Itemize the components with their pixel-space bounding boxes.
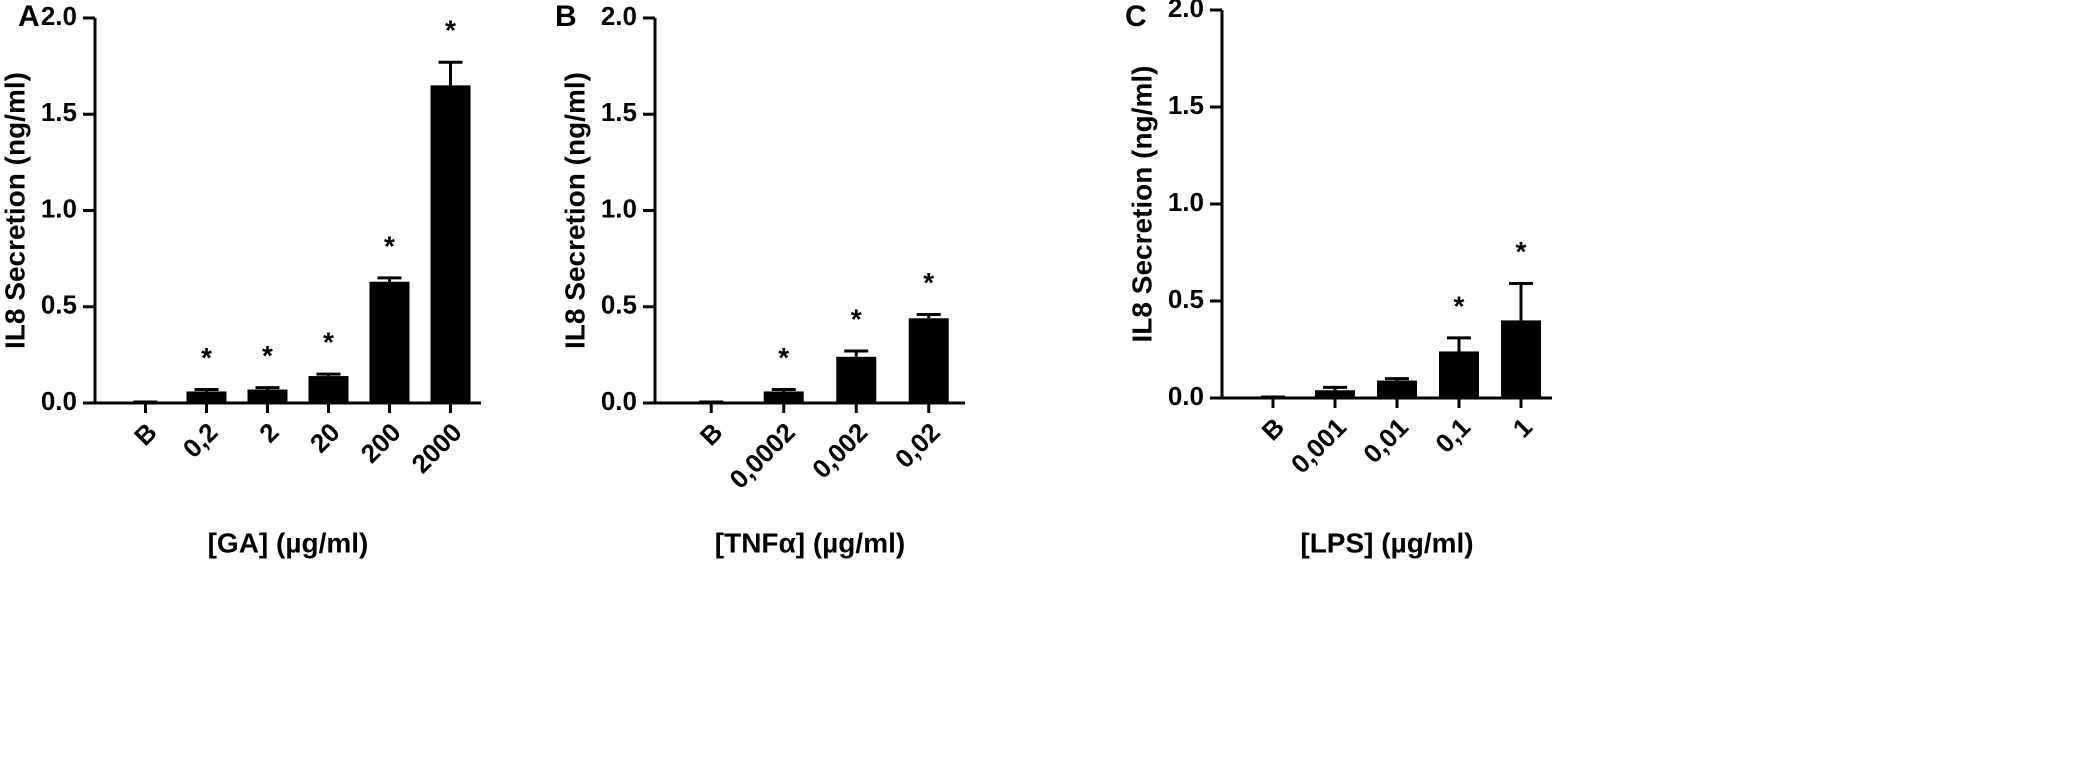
bar xyxy=(369,281,410,403)
panel-label: C xyxy=(1125,0,1147,33)
error-bar xyxy=(438,60,463,86)
bar xyxy=(1315,390,1355,398)
x-axis-title: [TNFα] (µg/ml) xyxy=(715,527,905,558)
x-tick-label: 2 xyxy=(253,417,284,448)
error-bar xyxy=(377,276,402,282)
bar xyxy=(908,318,949,403)
x-tick-label: 0,2 xyxy=(177,417,224,464)
significance-mark: * xyxy=(445,15,456,46)
x-tick-label: B xyxy=(694,417,728,451)
bar xyxy=(1377,380,1417,398)
y-tick-label: 0.0 xyxy=(41,386,77,416)
significance-mark: * xyxy=(384,230,395,261)
error-bar xyxy=(1385,377,1409,381)
significance-mark: * xyxy=(851,303,862,334)
y-tick-label: 0.5 xyxy=(601,290,637,320)
y-tick-label: 0.5 xyxy=(1168,284,1204,314)
x-tick-label: 20 xyxy=(304,417,346,459)
y-tick-label: 0.0 xyxy=(1168,381,1204,411)
y-axis-title: IL8 Secretion (ng/ml) xyxy=(1126,66,1157,343)
y-tick-label: 1.0 xyxy=(41,193,77,223)
bar xyxy=(1439,351,1479,398)
significance-mark: * xyxy=(1454,290,1465,321)
error-bar xyxy=(771,388,796,392)
error-bar xyxy=(916,312,941,319)
error-bar xyxy=(194,388,219,392)
x-tick-label: 2000 xyxy=(405,417,467,479)
x-axis-title: [GA] (µg/ml) xyxy=(208,527,369,558)
y-tick-label: 1.5 xyxy=(601,97,637,127)
x-tick-label: 0,02 xyxy=(889,417,946,474)
y-tick-label: 1.0 xyxy=(601,193,637,223)
x-tick-label: 0,002 xyxy=(806,417,873,484)
y-tick-label: 2.0 xyxy=(1168,0,1204,23)
x-tick-label: 0,0002 xyxy=(723,417,800,494)
x-tick-label: 200 xyxy=(355,417,407,469)
x-tick-label: 0,001 xyxy=(1285,412,1352,479)
error-bar xyxy=(844,349,869,357)
y-tick-label: 1.5 xyxy=(41,97,77,127)
y-axis-title: IL8 Secretion (ng/ml) xyxy=(0,72,30,349)
bar xyxy=(430,85,471,403)
significance-mark: * xyxy=(262,340,273,371)
error-bar xyxy=(316,372,341,377)
significance-mark: * xyxy=(1516,236,1527,267)
panel-label: B xyxy=(555,0,577,33)
bar xyxy=(1501,320,1541,398)
error-bar xyxy=(255,386,280,390)
y-axis-title: IL8 Secretion (ng/ml) xyxy=(559,72,590,349)
significance-mark: * xyxy=(923,267,934,298)
y-tick-label: 2.0 xyxy=(41,1,77,31)
bar xyxy=(247,389,288,403)
x-tick-label: 1 xyxy=(1507,412,1538,443)
y-tick-label: 1.5 xyxy=(1168,90,1204,120)
y-tick-label: 0.0 xyxy=(601,386,637,416)
x-tick-label: 0,01 xyxy=(1357,412,1414,469)
bar xyxy=(836,356,877,403)
bar xyxy=(763,391,804,403)
y-tick-label: 0.5 xyxy=(41,290,77,320)
x-axis-title: [LPS] (µg/ml) xyxy=(1300,527,1473,558)
x-tick-label: B xyxy=(128,417,162,451)
significance-mark: * xyxy=(323,327,334,358)
bar xyxy=(186,391,227,403)
error-bar xyxy=(1509,282,1533,321)
error-bar xyxy=(1447,336,1471,352)
x-tick-label: 0,1 xyxy=(1429,412,1476,459)
significance-mark: * xyxy=(201,342,212,373)
y-tick-label: 2.0 xyxy=(601,1,637,31)
x-tick-label: B xyxy=(1256,412,1290,446)
error-bar xyxy=(1323,385,1347,391)
panel-label: A xyxy=(18,0,40,33)
bar xyxy=(308,376,349,403)
significance-mark: * xyxy=(778,342,789,373)
y-tick-label: 1.0 xyxy=(1168,187,1204,217)
